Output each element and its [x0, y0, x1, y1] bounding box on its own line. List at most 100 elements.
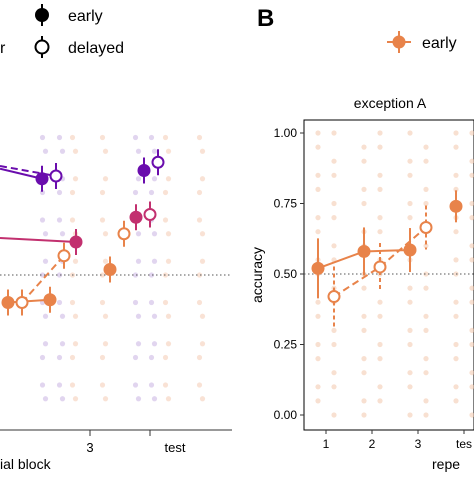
data-point — [357, 244, 371, 258]
x-tick-label: tes — [456, 437, 472, 451]
jitter-dot — [72, 313, 79, 319]
jitter-dot — [135, 396, 142, 402]
jitter-dot — [148, 189, 155, 196]
jitter-dot — [361, 285, 367, 291]
panel-a-xlabel: ial block — [0, 456, 52, 472]
jitter-dot — [199, 176, 206, 182]
jitter-dot — [377, 172, 383, 178]
jitter-dot — [39, 354, 46, 361]
jitter-dot — [132, 382, 139, 388]
jitter-dot — [151, 313, 158, 319]
jitter-dot — [469, 158, 474, 164]
jitter-dot — [165, 341, 172, 347]
jitter-dot — [162, 217, 169, 223]
jitter-dot — [331, 200, 337, 207]
jitter-dot — [331, 341, 337, 348]
panel-b-y-axis: 0.00 0.25 0.50 0.75 1.00 — [274, 126, 304, 422]
jitter-dot — [315, 398, 321, 404]
jitter-dot — [407, 158, 413, 164]
jitter-dot — [56, 272, 63, 278]
jitter-dot — [39, 382, 46, 388]
data-point — [103, 263, 117, 276]
series-line — [21, 255, 65, 304]
jitter-dot — [361, 144, 367, 150]
jitter-dot — [423, 313, 429, 319]
jitter-dot — [102, 258, 109, 264]
jitter-dot — [196, 299, 203, 306]
series-line — [7, 298, 51, 304]
data-point — [143, 208, 157, 221]
jitter-dot — [407, 215, 413, 221]
jitter-dot — [377, 299, 383, 305]
jitter-dot — [135, 148, 142, 154]
legend-early-label: early — [68, 8, 103, 25]
jitter-dot — [377, 341, 383, 348]
jitter-dot — [377, 384, 383, 390]
jitter-dot — [407, 370, 413, 376]
panel-b-ylabel: accuracy — [249, 247, 265, 303]
jitter-dot — [331, 130, 337, 136]
jitter-dot — [135, 258, 142, 264]
jitter-dot — [423, 327, 429, 333]
jitter-dot — [148, 354, 155, 361]
jitter-dot — [72, 148, 79, 154]
jitter-dot — [196, 272, 203, 278]
data-point — [69, 235, 83, 249]
legend-early-marker — [35, 8, 49, 22]
data-point — [49, 169, 63, 183]
jitter-dot — [199, 396, 206, 402]
jitter-dot — [135, 176, 142, 182]
y-tick-label: 0.50 — [274, 267, 298, 281]
jitter-dot — [162, 134, 169, 141]
jitter-dot — [42, 341, 49, 347]
data-point — [373, 260, 387, 274]
series-line — [0, 237, 77, 243]
data-point — [57, 249, 71, 263]
jitter-dot — [453, 398, 459, 404]
y-tick-label: 0.25 — [274, 338, 298, 352]
jitter-dot — [196, 217, 203, 223]
jitter-dot — [151, 148, 158, 154]
jitter-dot — [423, 186, 429, 192]
data-point — [151, 155, 165, 169]
jitter-dot — [469, 327, 474, 333]
jitter-dot — [151, 341, 158, 347]
jitter-dot — [453, 130, 459, 136]
x-tick-label: 1 — [323, 437, 330, 451]
jitter-dot — [199, 231, 206, 237]
data-point — [15, 296, 29, 309]
jitter-dot — [377, 186, 383, 192]
jitter-dot — [377, 215, 383, 221]
jitter-dot — [56, 217, 63, 223]
jitter-dot — [469, 257, 474, 263]
jitter-dot — [162, 382, 169, 388]
jitter-dot — [151, 176, 158, 182]
jitter-dot — [102, 396, 109, 402]
jitter-dot — [315, 144, 321, 150]
jitter-dot — [132, 299, 139, 306]
jitter-dot — [453, 356, 459, 362]
jitter-dot — [69, 189, 76, 196]
data-point — [327, 290, 341, 304]
jitter-dot — [315, 356, 321, 362]
jitter-dot — [453, 341, 459, 348]
jitter-dot — [99, 382, 106, 388]
jitter-dot — [315, 130, 321, 136]
jitter-dot — [102, 148, 109, 154]
panel-b-title: exception A — [354, 95, 427, 111]
jitter-dot — [132, 134, 139, 141]
data-point — [137, 164, 151, 177]
jitter-dot — [148, 382, 155, 388]
jitter-dot — [361, 200, 367, 207]
jitter-dot — [453, 384, 459, 390]
jitter-dot — [69, 382, 76, 388]
panel-b: 0.00 0.25 0.50 0.75 1.00 1 2 3 tes — [274, 119, 474, 451]
jitter-dot — [199, 313, 206, 319]
jitter-dot — [162, 189, 169, 196]
jitter-dot — [377, 313, 383, 319]
jitter-dot — [331, 327, 337, 333]
x-tick-label: 3 — [415, 437, 422, 451]
jitter-dot — [56, 299, 63, 306]
jitter-dot — [165, 176, 172, 182]
data-point — [311, 261, 325, 275]
